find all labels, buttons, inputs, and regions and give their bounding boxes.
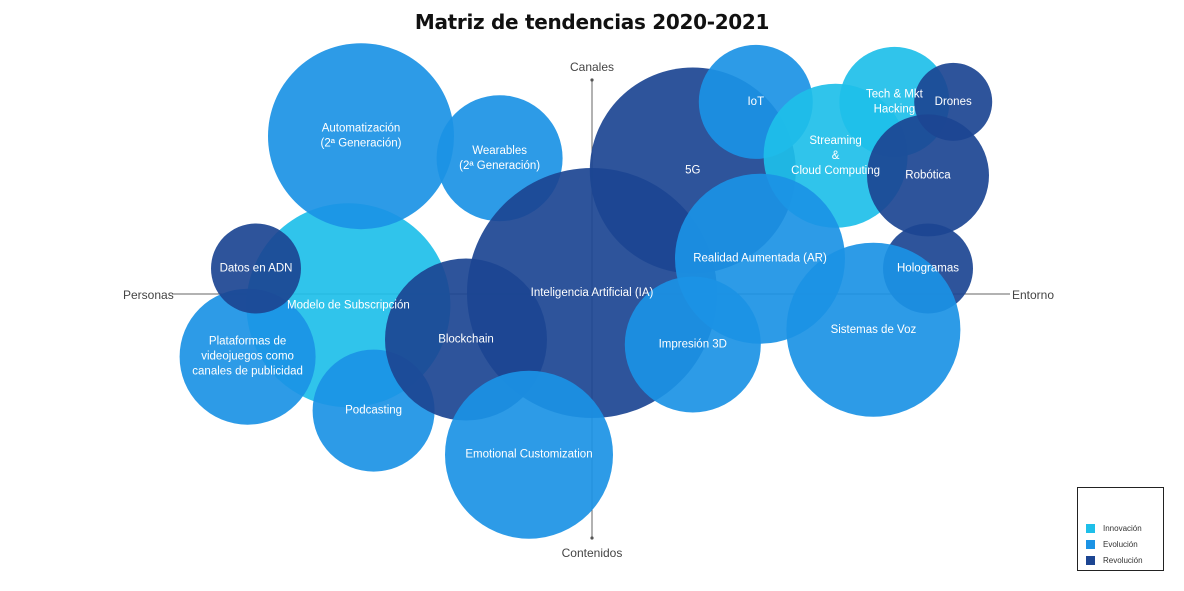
bubble-label-18-0: Sistemas de Voz: [831, 324, 917, 336]
legend-label-innovacion: Innovación: [1103, 523, 1142, 533]
bubble-label-17-0: Hologramas: [897, 263, 959, 275]
bubble-label-1-1: (2ª Generación): [321, 138, 402, 150]
bubble-label-3-2: canales de publicidad: [192, 366, 303, 378]
legend-item-innovacion: Innovación: [1086, 520, 1163, 536]
legend-item-revolucion: Revolución: [1086, 552, 1163, 568]
bubble-label-10-0: IoT: [747, 96, 764, 108]
bubble-label-8-0: Emotional Customization: [465, 449, 592, 461]
bubble-label-2-1: (2ª Generación): [459, 160, 540, 172]
bubble-label-11-2: Cloud Computing: [791, 165, 880, 177]
bubble-label-6-0: Datos en ADN: [220, 263, 293, 275]
bubble-label-7-0: Inteligencia Artificial (IA): [531, 287, 654, 299]
bubble-label-4-0: Podcasting: [345, 405, 402, 417]
bubble-1: [268, 43, 454, 230]
bubbles: [179, 43, 993, 539]
bubble-label-3-1: videojuegos como: [201, 351, 294, 363]
legend-swatch-innovacion: [1086, 523, 1095, 533]
axis-label-top: Canales: [569, 60, 615, 74]
bubble-label-16-0: Impresión 3D: [659, 338, 727, 350]
bubble-8: [445, 370, 613, 539]
bubble-label-3-0: Plataformas de: [209, 336, 286, 348]
axis-label-right: Entorno: [1012, 288, 1055, 302]
bubble-labels: Modelo de Subscripción Automatización (2ª …: [192, 88, 972, 460]
bubble-label-11-1: &: [832, 150, 840, 162]
axis-tick-bottom: [590, 536, 594, 540]
axis-tick-top: [590, 78, 594, 82]
legend-label-evolucion: Evolución: [1103, 539, 1138, 549]
bubble-label-2-0: Wearables: [472, 145, 527, 157]
bubble-label-12-0: Tech & Mkt: [866, 88, 924, 100]
bubble-18: [786, 242, 961, 417]
bubble-label-0-0: Modelo de Subscripción: [287, 299, 410, 311]
bubble-label-9-0: 5G: [685, 165, 700, 177]
chart-title: Matriz de tendencias 2020-2021: [414, 10, 770, 34]
axis-label-bottom: Contenidos: [561, 546, 623, 560]
axis-label-left: Personas: [123, 288, 174, 302]
bubble-16: [624, 276, 761, 413]
legend-label-revolucion: Revolución: [1103, 555, 1143, 565]
legend-swatch-revolucion: [1086, 555, 1095, 565]
chart-legend: Innovación Evolución Revolución: [1077, 487, 1164, 571]
bubble-label-14-0: Robótica: [905, 169, 951, 181]
legend-item-evolucion: Evolución: [1086, 536, 1163, 552]
bubble-label-11-0: Streaming: [809, 135, 861, 147]
bubble-label-13-0: Drones: [935, 96, 972, 108]
bubble-label-5-0: Blockchain: [438, 334, 494, 346]
bubble-14: [867, 114, 989, 237]
legend-swatch-evolucion: [1086, 539, 1095, 549]
bubble-6: [211, 223, 301, 314]
bubble-label-12-1: Hacking: [874, 103, 916, 115]
bubble-label-15-0: Realidad Aumentada (AR): [693, 253, 827, 265]
bubble-3: [179, 288, 316, 425]
bubble-label-1-0: Automatización: [322, 123, 401, 135]
